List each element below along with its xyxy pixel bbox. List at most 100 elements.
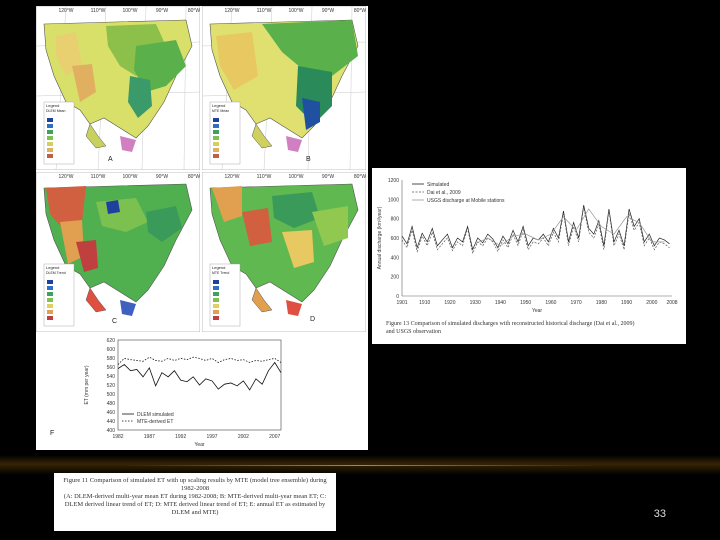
et-x-tick-label: 2002 <box>238 434 249 440</box>
map-top-tick-label: 90°W <box>322 174 335 180</box>
discharge-figure-panel: 0 200 400 600 800 1000 1200 1901 1910 1920 1930 194… <box>372 168 686 344</box>
et-plot-frame <box>117 339 282 431</box>
et-y-tick-label: 400 <box>107 428 116 434</box>
discharge-legend-label: Dai et al., 2009 <box>427 190 461 196</box>
map-figure-panel: 120°W 110°W 100°W 90°W 80°W Legend DLEM Mean… <box>35 5 368 450</box>
et-panel-letter: F <box>50 430 55 437</box>
et-legend-label: DLEM simulated <box>137 412 174 418</box>
et-x-tick-label: 1992 <box>175 434 186 440</box>
et-y-tick-label: 500 <box>107 392 116 398</box>
map-top-tick-label: 80°W <box>354 8 366 14</box>
discharge-x-tick-label: 1950 <box>520 300 531 306</box>
page-number: 33 <box>653 508 666 520</box>
et-x-axis-label: Year <box>194 442 204 448</box>
decorative-glow-line <box>120 465 600 466</box>
caption-line1: Figure 11 Comparison of simulated ET wit… <box>63 477 327 484</box>
caption-line2: 1982-2008 <box>180 485 210 492</box>
et-x-tick-label: 2007 <box>269 434 280 440</box>
map-c-graphic: 120°W 110°W 100°W 90°W 80°W <box>35 171 200 333</box>
et-series-line-0 <box>117 361 282 391</box>
map-c: 120°W 110°W 100°W 90°W 80°W Legend DLEM Tren… <box>35 171 200 333</box>
caption-line4: DLEM derived linear trend of ET; D: MTE … <box>64 501 326 508</box>
map-a-letter: A <box>108 156 113 163</box>
map-top-tick-label: 120°W <box>224 8 239 14</box>
map-b-legend-title: Legend <box>212 103 226 108</box>
discharge-y-tick-label: 400 <box>391 255 400 261</box>
map-a-legend-subtitle: DLEM Mean <box>46 109 66 113</box>
map-b: 120°W 110°W 100°W 90°W 80°W Legend MTE Mean … <box>201 5 366 171</box>
discharge-caption: Figure 13 Comparison of simulated discha… <box>386 320 682 336</box>
map-top-tick-label: 90°W <box>322 8 335 14</box>
map-top-tick-label: 110°W <box>257 174 272 180</box>
discharge-caption-line1: Figure 13 Comparison of simulated discha… <box>386 321 635 327</box>
map-a-legend-title: Legend <box>46 103 60 108</box>
discharge-legend-label: USGS discharge at Mobile stations <box>427 198 505 204</box>
map-top-tick-label: 120°W <box>224 174 239 180</box>
map-top-tick-label: 110°W <box>91 8 106 14</box>
discharge-series-line-2 <box>475 208 665 247</box>
et-chart: 400 440 460 480 500 520 540 560 580 600 620 1982 198… <box>50 334 296 448</box>
map-b-legend-subtitle: MTE Mean <box>212 109 230 113</box>
map-d: 120°W 110°W 100°W 90°W 80°W Legend MTE Trend… <box>201 171 366 333</box>
figure-caption-box: Figure 11 Comparison of simulated ET wit… <box>54 473 336 531</box>
discharge-x-tick-label: 1940 <box>495 300 506 306</box>
discharge-y-tick-label: 200 <box>391 275 400 281</box>
map-d-letter: D <box>310 316 316 323</box>
discharge-x-tick-label: 2000 <box>646 300 657 306</box>
map-a-graphic: 120°W 110°W 100°W 90°W 80°W <box>35 5 200 171</box>
discharge-caption-line2: and USGS observation <box>386 329 441 335</box>
discharge-chart-svg: 0 200 400 600 800 1000 1200 1901 1910 1920 1930 194… <box>377 178 678 314</box>
et-y-tick-label: 540 <box>107 374 116 380</box>
map-top-tick-label: 100°W <box>122 8 137 14</box>
discharge-x-tick-label: 1901 <box>396 300 407 306</box>
discharge-series-line-1 <box>401 206 670 255</box>
et-legend-label: MTE-derived ET <box>137 419 173 425</box>
map-c-legend <box>43 263 75 327</box>
map-b-graphic: 120°W 110°W 100°W 90°W 80°W <box>201 5 366 171</box>
et-y-tick-label: 600 <box>107 347 116 353</box>
map-top-tick-label: 120°W <box>58 8 73 14</box>
discharge-y-axis-label: Annual discharge (km³/year) <box>377 206 383 269</box>
discharge-y-tick-label: 1000 <box>388 197 399 203</box>
et-y-tick-label: 460 <box>107 410 116 416</box>
discharge-x-tick-label: 1930 <box>470 300 481 306</box>
et-y-tick-label: 440 <box>107 419 116 425</box>
map-top-tick-label: 110°W <box>257 8 272 14</box>
discharge-legend-label: Simulated <box>427 182 449 188</box>
et-y-tick-label: 480 <box>107 401 116 407</box>
et-y-tick-label: 580 <box>107 356 116 362</box>
map-top-tick-label: 90°W <box>156 8 169 14</box>
map-d-graphic: 120°W 110°W 100°W 90°W 80°W <box>201 171 366 333</box>
et-series-line-1 <box>117 356 282 365</box>
map-b-letter: B <box>306 156 311 163</box>
et-chart-svg: 400 440 460 480 500 520 540 560 580 600 620 1982 198… <box>84 338 282 448</box>
discharge-y-tick-label: 0 <box>396 294 399 300</box>
discharge-x-tick-label: 2008 <box>666 300 677 306</box>
discharge-x-tick-label: 1980 <box>596 300 607 306</box>
map-a: 120°W 110°W 100°W 90°W 80°W Legend DLEM Mean… <box>35 5 200 171</box>
map-c-letter: C <box>112 318 118 325</box>
map-top-tick-label: 110°W <box>91 174 106 180</box>
map-top-tick-label: 80°W <box>188 8 200 14</box>
map-d-legend-subtitle: MTE Trend <box>212 271 230 275</box>
map-top-tick-label: 100°W <box>288 8 303 14</box>
discharge-x-axis-label: Year <box>532 308 542 314</box>
discharge-y-tick-label: 600 <box>391 236 400 242</box>
et-y-axis-label: ET (mm per year) <box>84 365 90 404</box>
et-y-tick-label: 520 <box>107 383 116 389</box>
discharge-x-tick-label: 1920 <box>444 300 455 306</box>
caption-line5: DLEM and MTE) <box>171 509 219 516</box>
et-x-tick-label: 1997 <box>206 434 217 440</box>
discharge-x-tick-label: 1910 <box>419 300 430 306</box>
map-top-tick-label: 90°W <box>156 174 169 180</box>
discharge-x-tick-label: 1960 <box>545 300 556 306</box>
map-top-tick-label: 80°W <box>188 174 200 180</box>
et-y-tick-label: 620 <box>107 338 116 344</box>
map-top-tick-label: 100°W <box>288 174 303 180</box>
map-c-legend-title: Legend <box>46 265 60 270</box>
et-x-tick-label: 1982 <box>112 434 123 440</box>
discharge-y-tick-label: 800 <box>391 217 400 223</box>
discharge-y-tick-label: 1200 <box>388 178 399 184</box>
caption-line3: (A: DLEM-derived multi-year mean ET duri… <box>63 493 327 500</box>
map-top-tick-label: 120°W <box>58 174 73 180</box>
